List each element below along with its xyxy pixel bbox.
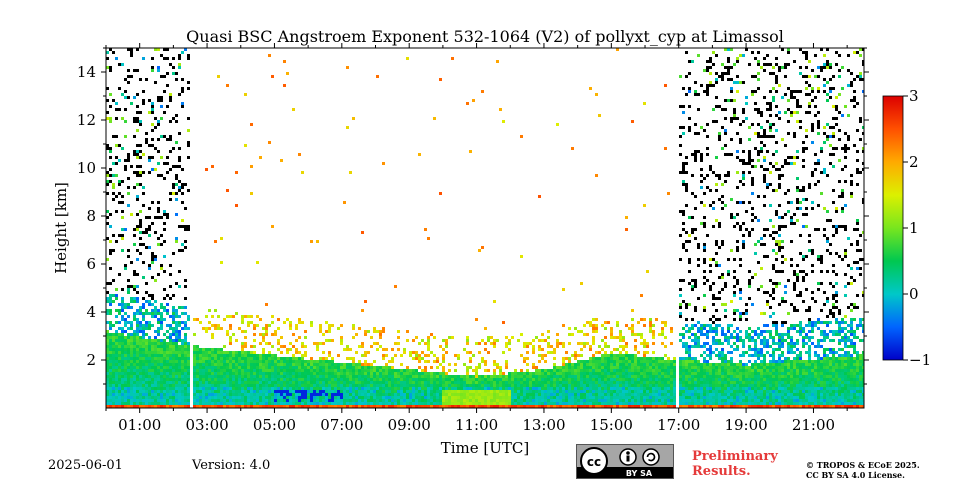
x-tick-label: 11:00	[455, 416, 498, 434]
x-tick-label: 15:00	[590, 416, 633, 434]
y-tick-label: 14	[77, 63, 96, 81]
date-label: 2025-06-01	[48, 458, 123, 473]
copyright-line1: © TROPOS & ECoE 2025.	[806, 460, 920, 470]
colorbar-tick-label: 1	[909, 219, 919, 237]
x-tick-label: 05:00	[253, 416, 296, 434]
y-axis-label: Height [km]	[52, 182, 70, 274]
y-tick-label: 10	[77, 159, 96, 177]
copyright-notice: © TROPOS & ECoE 2025. CC BY SA 4.0 Licen…	[806, 460, 920, 480]
colorbar-tick-label: −1	[909, 351, 931, 369]
y-tick-label: 2	[86, 351, 96, 369]
colorbar-tick-label: 2	[909, 153, 919, 171]
copyright-line2: CC BY SA 4.0 License.	[806, 470, 920, 480]
colorbar-axis: −1 0 1 2 3	[903, 87, 931, 369]
sa-icon	[643, 449, 659, 465]
plot-area	[106, 48, 865, 408]
y-tick-label: 8	[86, 207, 96, 225]
x-tick-label: 13:00	[522, 416, 565, 434]
cc-license-badge: cc BY SA	[576, 444, 674, 479]
y-tick-label: 6	[86, 255, 96, 273]
license-badge-text: BY SA	[626, 469, 653, 478]
x-tick-label: 07:00	[320, 416, 363, 434]
x-axis-label: Time [UTC]	[441, 439, 530, 457]
x-tick-label: 03:00	[185, 416, 228, 434]
preliminary-notice: Preliminary Results.	[692, 449, 778, 479]
y-tick-label: 4	[86, 303, 96, 321]
chart-title: Quasi BSC Angstroem Exponent 532-1064 (V…	[186, 27, 784, 46]
y-tick-label: 12	[77, 111, 96, 129]
x-tick-label: 19:00	[724, 416, 767, 434]
x-tick-label: 17:00	[657, 416, 700, 434]
preliminary-line1: Preliminary	[692, 449, 778, 464]
colorbar-tick-label: 0	[909, 285, 919, 303]
x-tick-label: 09:00	[388, 416, 431, 434]
colorbar	[883, 96, 903, 360]
colorbar-tick-label: 3	[909, 87, 919, 105]
x-tick-label: 21:00	[792, 416, 835, 434]
version-label: Version: 4.0	[192, 458, 270, 473]
preliminary-line2: Results.	[692, 464, 778, 479]
x-tick-label: 01:00	[118, 416, 161, 434]
